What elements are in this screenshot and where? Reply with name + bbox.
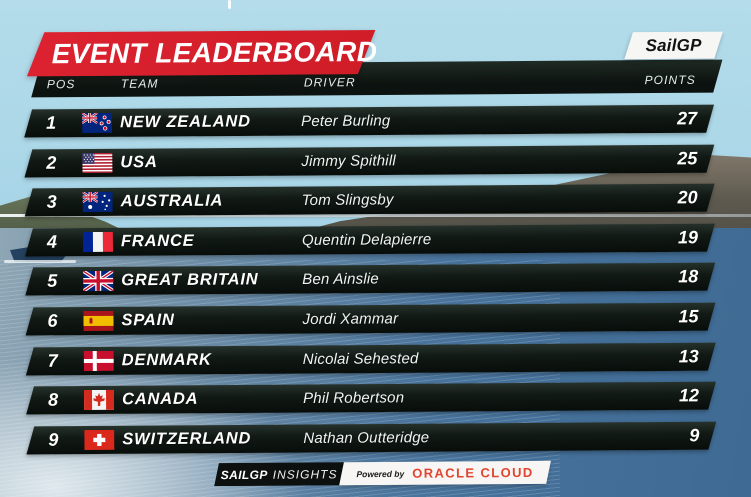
canada-flag-icon [83, 389, 115, 411]
footer-insights-label: INSIGHTS [272, 466, 338, 482]
shoreline-streak [0, 214, 751, 217]
column-header-team: TEAM [120, 76, 159, 91]
driver-name: Tom Slingsby [301, 191, 394, 210]
column-header-pos: POS [46, 77, 76, 92]
sailgp-logo-plate: SailGP [624, 31, 723, 60]
driver-name: Nicolai Sehested [302, 350, 419, 369]
table-row: 8 CANADA Phil Robertson 12 [26, 381, 716, 415]
table-row: 3 AUSTRALIA Tom Slingsby 20 [24, 183, 715, 217]
oracle-sponsor-plate: Powered by ORACLE CLOUD [339, 460, 551, 486]
table-row: 9 SWITZERLAND Nathan Outteridge 9 [26, 421, 717, 455]
table-row: 5 GREAT BRITAIN Ben Ainslie 18 [25, 262, 716, 296]
position-value: 3 [46, 191, 57, 212]
great-britain-flag-icon [83, 270, 114, 292]
driver-name: Phil Robertson [302, 389, 405, 408]
table-row: 2 USA Jimmy Spithill 25 [24, 144, 715, 178]
boat-wake [4, 260, 76, 263]
event-leaderboard-banner: EVENT LEADERBOARD [26, 29, 378, 77]
sea-shimmer-texture [0, 260, 560, 497]
france-flag-icon [82, 231, 114, 253]
position-value: 2 [46, 152, 57, 173]
australia-flag-icon [82, 191, 113, 213]
denmark-flag-icon [83, 350, 114, 372]
driver-name: Ben Ainslie [302, 270, 379, 289]
team-name: DENMARK [121, 350, 212, 370]
position-value: 5 [47, 270, 58, 291]
table-row: 7 DENMARK Nicolai Sehested 13 [25, 342, 716, 376]
points-value: 15 [678, 306, 699, 327]
points-value: 12 [678, 385, 700, 406]
points-value: 13 [678, 346, 699, 367]
position-value: 8 [47, 389, 59, 410]
points-value: 27 [676, 108, 698, 129]
driver-name: Jordi Xammar [302, 310, 399, 329]
driver-name: Quentin Delapierre [301, 231, 432, 250]
page-title: EVENT LEADERBOARD [51, 35, 378, 70]
spain-flag-icon [83, 310, 114, 332]
powered-by-label: Powered by [356, 468, 405, 479]
position-value: 6 [47, 310, 58, 331]
team-name: CANADA [121, 389, 199, 409]
driver-name: Jimmy Spithill [301, 152, 396, 171]
table-row: 1 NEW ZEALAND Peter Burling 27 [24, 104, 715, 138]
new-zealand-flag-icon [82, 112, 113, 134]
points-value: 19 [677, 227, 698, 248]
driver-name: Peter Burling [301, 112, 391, 131]
team-name: SPAIN [121, 310, 175, 330]
column-header-driver: DRIVER [303, 75, 356, 90]
sailgp-logo: SailGP [645, 35, 702, 55]
team-name: USA [120, 153, 158, 172]
team-name: AUSTRALIA [120, 191, 224, 211]
points-value: 25 [677, 148, 698, 169]
table-row: 6 SPAIN Jordi Xammar 15 [25, 302, 716, 336]
usa-flag-icon [82, 152, 113, 174]
driver-name: Nathan Outteridge [303, 429, 430, 448]
points-value: 18 [678, 266, 699, 287]
footer-sailgp-brand: SAILGP [220, 467, 268, 482]
points-value: 20 [677, 187, 698, 208]
team-name: FRANCE [120, 231, 195, 251]
oracle-cloud-logo: ORACLE CLOUD [412, 464, 534, 481]
team-name: NEW ZEALAND [120, 112, 251, 132]
points-value: 9 [689, 425, 700, 446]
team-name: SWITZERLAND [122, 429, 252, 449]
team-name: GREAT BRITAIN [121, 270, 259, 290]
column-header-points: POINTS [644, 72, 696, 88]
switzerland-flag-icon [84, 429, 115, 451]
mast-tip-speck [228, 0, 231, 9]
table-row: 4 FRANCE Quentin Delapierre 19 [25, 223, 715, 257]
position-value: 9 [48, 429, 59, 450]
position-value: 7 [47, 350, 58, 371]
position-value: 4 [46, 231, 58, 252]
sailgp-insights-plate: SAILGP INSIGHTS [214, 462, 344, 487]
position-value: 1 [46, 112, 57, 133]
